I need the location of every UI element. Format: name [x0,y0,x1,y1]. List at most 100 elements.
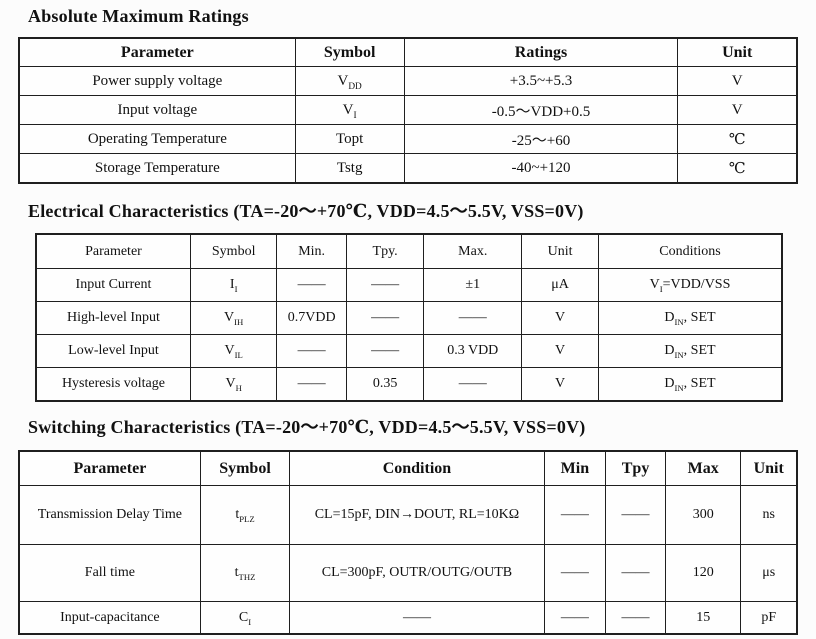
table-cell: VI [294,95,405,125]
column-header: Unit [740,450,798,486]
column-header: Symbol [189,233,278,269]
column-header: Condition [289,450,545,486]
table-cell: Tstg [294,153,405,184]
table-cell: V [521,334,599,368]
table-cell: Input-capacitance [18,601,201,635]
table-cell: -40~+120 [403,153,679,184]
table-cell: —— [423,301,523,335]
column-header: Conditions [597,233,783,269]
table-cell: Input voltage [18,95,296,125]
table-cell: Transmission Delay Time [18,485,201,545]
table-cell: DIN, SET [597,301,783,335]
table-cell: pF [740,601,798,635]
table-row: Operating Temperature Topt -25～+60 ℃ [18,124,798,154]
table-cell: μA [521,268,599,302]
table-cell: ℃ [677,153,798,184]
table-cell: —— [605,485,666,545]
column-header: Symbol [199,450,291,486]
table-row: Input Current II —— —— ±1 μA VI=VDD/VSS [35,268,783,302]
table-cell: —— [345,334,425,368]
column-header: Parameter [18,450,201,486]
table-cell: -0.5～VDD+0.5 [403,95,679,125]
table-cell: VI=VDD/VSS [597,268,783,302]
table-row: Storage Temperature Tstg -40~+120 ℃ [18,153,798,184]
table-cell: Input Current [35,268,191,302]
switching-characteristics-table: Parameter Symbol Condition Min Tpy Max Unit Tr… [18,450,798,635]
table-cell: Hysteresis voltage [35,367,191,402]
absolute-maximum-ratings-table: Parameter Symbol Ratings Unit Power supply … [18,37,798,184]
table-cell: —— [289,601,545,635]
table-cell: 0.7VDD [276,301,347,335]
table-cell: CI [199,601,291,635]
column-header: Symbol [294,37,405,67]
section-electrical-characteristics: Electrical Characteristics (TA=-20～+70℃,… [0,199,816,402]
table-row: Power supply voltage VDD +3.5~+5.3 V [18,66,798,96]
section-switching-characteristics: Switching Characteristics (TA=-20～+70℃, … [0,415,816,635]
table-cell: 0.35 [345,367,425,402]
table-row: Fall time tTHZ CL=300pF, OUTR/OUTG/OUTB —— —… [18,544,798,602]
table-cell: -25～+60 [403,124,679,154]
table-cell: Power supply voltage [18,66,296,96]
table-cell: —— [543,544,607,602]
table-cell: DIN, SET [597,334,783,368]
table-row: Input voltage VI -0.5～VDD+0.5 V [18,95,798,125]
table-cell: Storage Temperature [18,153,296,184]
electrical-characteristics-table: Parameter Symbol Min. Tpy. Max. Unit Condition… [35,233,783,402]
table-header-row: Parameter Symbol Ratings Unit [18,37,798,67]
column-header: Min. [276,233,347,269]
table-cell: 0.3 VDD [423,334,523,368]
table-cell: Topt [294,124,405,154]
table-cell: CL=15pF, DIN→DOUT, RL=10KΩ [289,485,545,545]
table-cell: VH [189,367,278,402]
table-cell: V [677,66,798,96]
table-cell: V [677,95,798,125]
table-cell: 300 [664,485,742,545]
table-header-row: Parameter Symbol Min. Tpy. Max. Unit Condition… [35,233,783,269]
table-cell: V [521,301,599,335]
table-cell: VIL [189,334,278,368]
table-row: Hysteresis voltage VH —— 0.35 —— V DIN, SET [35,367,783,402]
table-cell: —— [276,334,347,368]
table-cell: ns [740,485,798,545]
section-title-switching-characteristics: Switching Characteristics (TA=-20～+70℃, … [28,417,586,437]
table-row: Low-level Input VIL —— —— 0.3 VDD V DIN, SET [35,334,783,368]
table-cell: ±1 [423,268,523,302]
table-cell: CL=300pF, OUTR/OUTG/OUTB [289,544,545,602]
table-cell: —— [276,268,347,302]
table-cell: VIH [189,301,278,335]
column-header: Parameter [35,233,191,269]
table-cell: Fall time [18,544,201,602]
table-cell: —— [423,367,523,402]
table-cell: —— [276,367,347,402]
table-cell: VDD [294,66,405,96]
table-cell: 15 [664,601,742,635]
column-header: Parameter [18,37,296,67]
column-header: Tpy [605,450,666,486]
table-cell: ℃ [677,124,798,154]
section-title-absolute-maximum-ratings: Absolute Maximum Ratings [28,6,249,26]
table-cell: —— [345,301,425,335]
column-header: Unit [677,37,798,67]
table-cell: Low-level Input [35,334,191,368]
column-header: Max. [423,233,523,269]
table-row: High-level Input VIH 0.7VDD —— —— V DIN, SET [35,301,783,335]
table-cell: tPLZ [199,485,291,545]
column-header: Min [543,450,607,486]
table-cell: —— [605,544,666,602]
table-cell: V [521,367,599,402]
table-row: Transmission Delay Time tPLZ CL=15pF, DIN→… [18,485,798,545]
table-row: Input-capacitance CI —— —— —— 15 pF [18,601,798,635]
column-header: Tpy. [345,233,425,269]
table-cell: —— [543,601,607,635]
table-cell: —— [605,601,666,635]
column-header: Unit [521,233,599,269]
table-cell: 120 [664,544,742,602]
column-header: Ratings [403,37,679,67]
table-header-row: Parameter Symbol Condition Min Tpy Max Unit [18,450,798,486]
table-cell: Operating Temperature [18,124,296,154]
table-cell: DIN, SET [597,367,783,402]
section-absolute-maximum-ratings: Absolute Maximum Ratings Parameter Symbol… [0,0,816,184]
table-cell: μs [740,544,798,602]
table-cell: +3.5~+5.3 [403,66,679,96]
